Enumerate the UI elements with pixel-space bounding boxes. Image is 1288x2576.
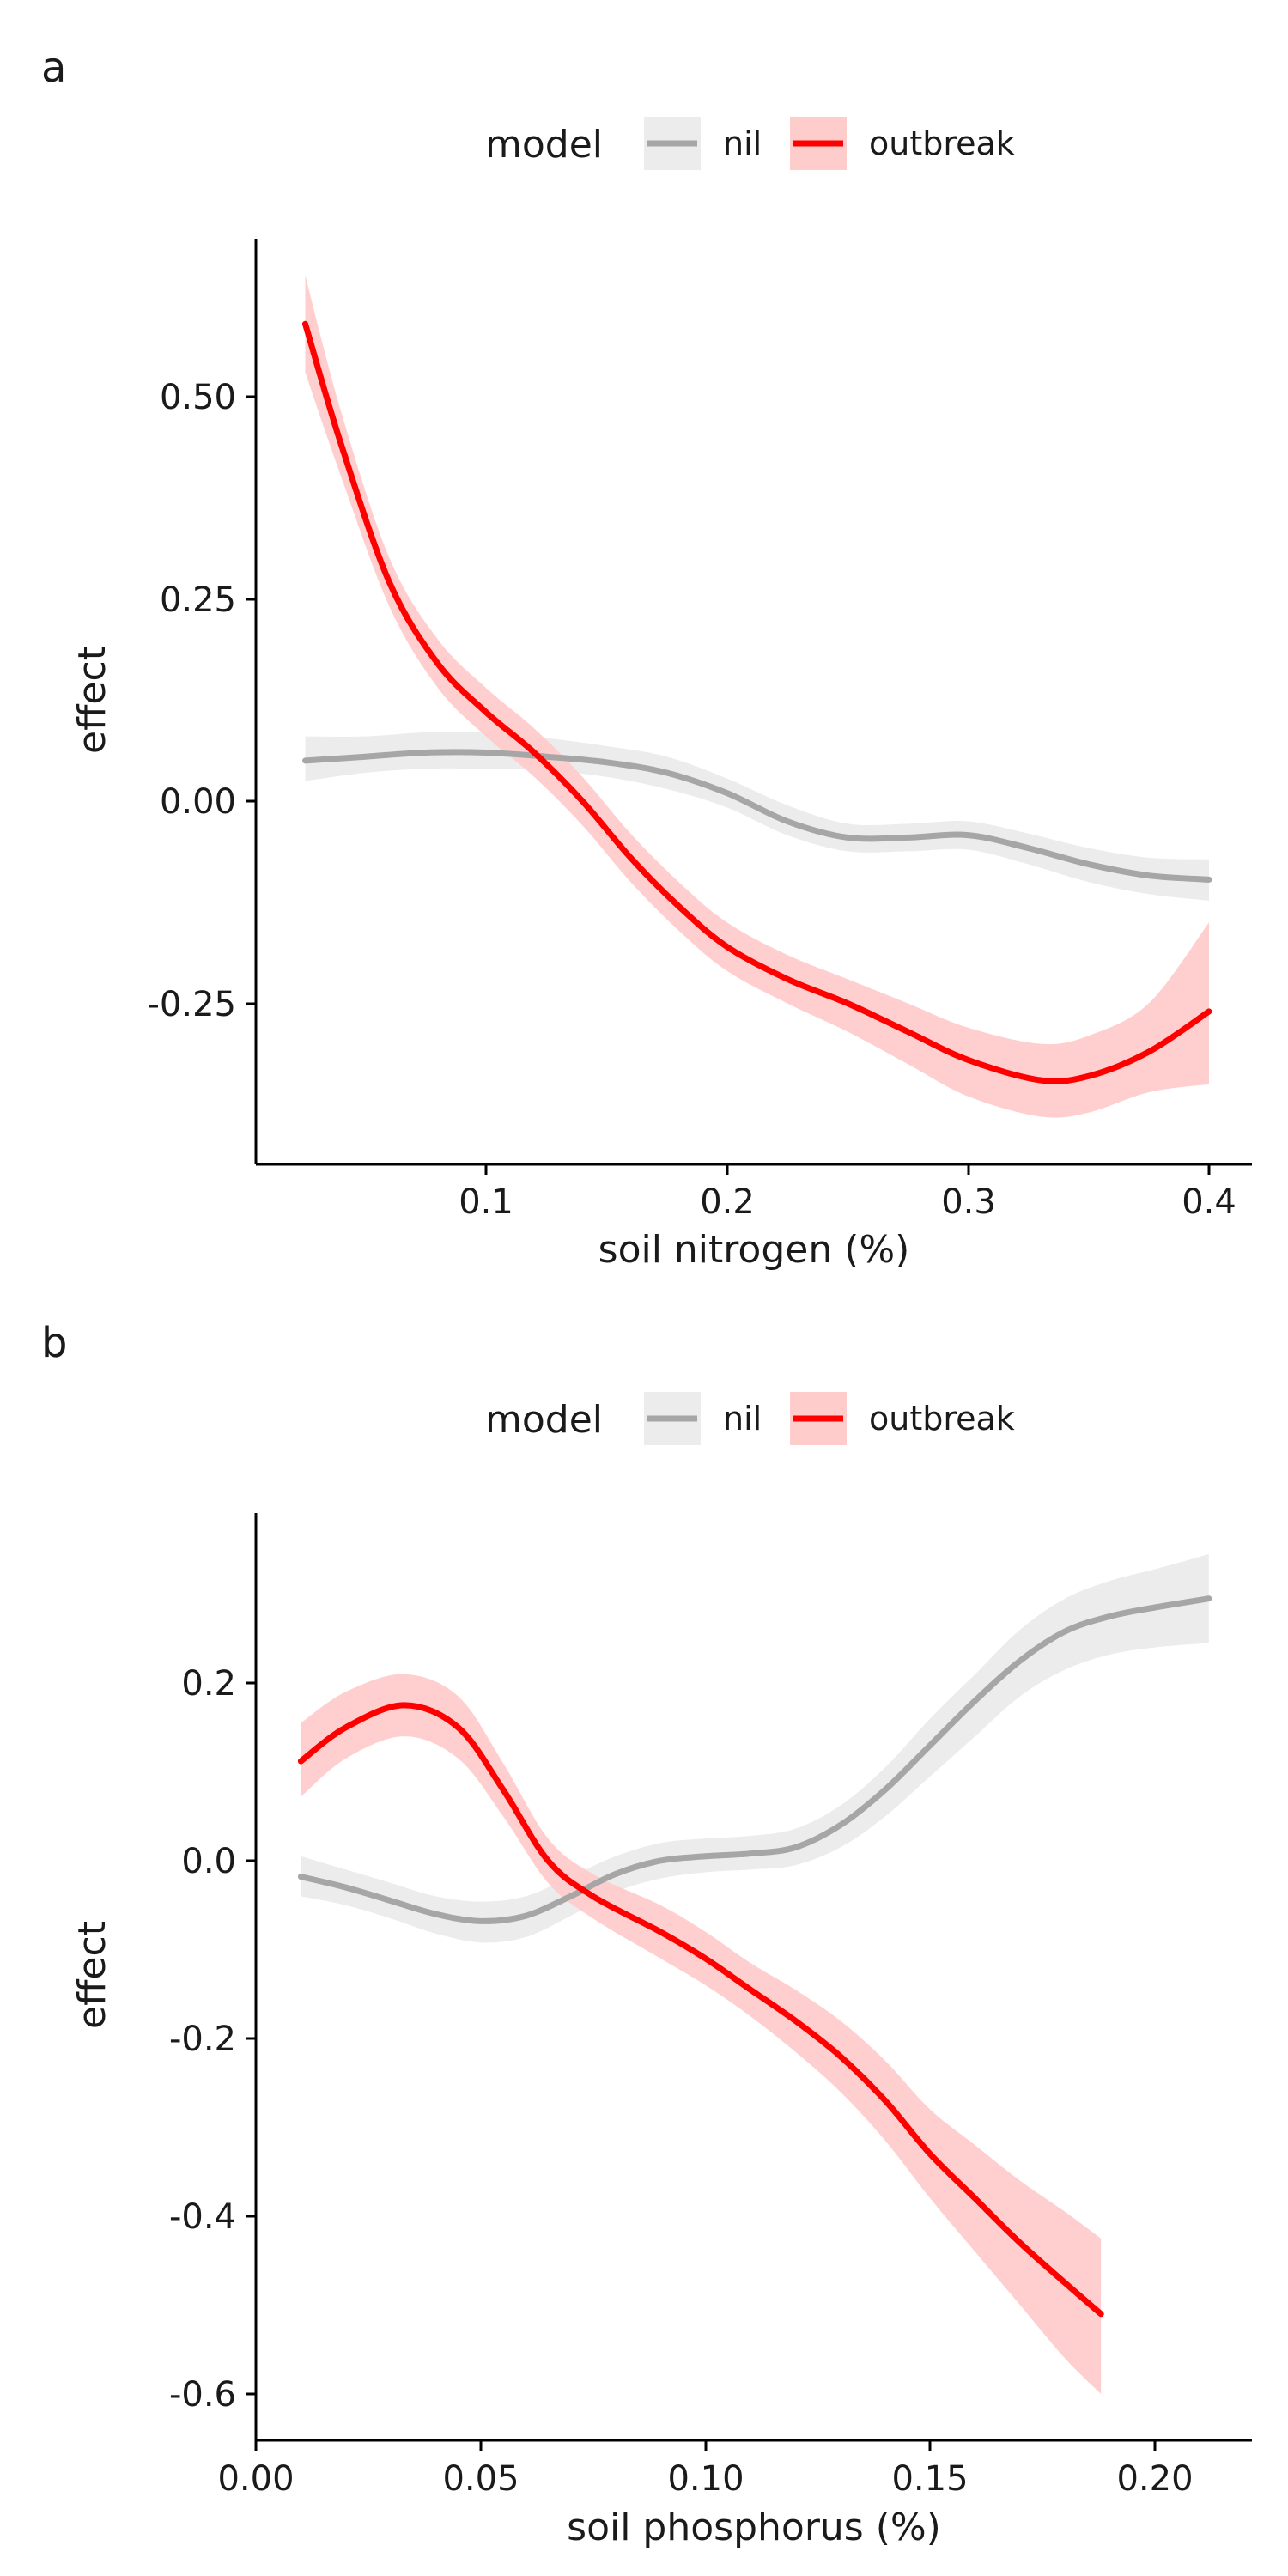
panel-a-band-outbreak <box>305 275 1209 1118</box>
panel-a-plot <box>302 275 1212 1118</box>
panel-b-axes: 0.2 0.0 -0.2 -0.4 -0.6 0.00 0.05 0.10 0.… <box>70 1513 1252 2549</box>
panel-a-y-tick-label-050: 0.50 <box>160 378 236 417</box>
panel-a-legend-label-nil: nil <box>723 125 762 162</box>
panel-b-line-outbreak <box>297 1702 1104 2318</box>
panel-b-x-tick-label-015: 0.15 <box>891 2459 968 2499</box>
panel-b-band-nil <box>301 1553 1209 1943</box>
panel-a-legend-label-outbreak: outbreak <box>869 125 1015 162</box>
panel-b-y-tick-label-m04: -0.4 <box>169 2197 236 2237</box>
panel-a-legend: model nil outbreak <box>485 117 1015 170</box>
panel-b-y-tick-label-m02: -0.2 <box>169 2020 236 2059</box>
panel-a-y-tick-label-m025: -0.25 <box>148 985 237 1024</box>
panel-b-x-axis-label: soil phosphorus (%) <box>567 2506 941 2549</box>
panel-b-x-tick-label-010: 0.10 <box>667 2459 744 2499</box>
panel-a-legend-title: model <box>485 123 603 167</box>
panel-a-y-tick-label-025: 0.25 <box>160 580 236 620</box>
panel-b-letter: b <box>41 1319 67 1367</box>
panel-b-legend-title: model <box>485 1398 603 1442</box>
panel-b-legend: model nil outbreak <box>485 1392 1015 1445</box>
panel-a-x-tick-label-01: 0.1 <box>459 1182 513 1222</box>
panel-a: a model nil outbreak 0.50 0.25 0.00 <box>41 44 1252 1272</box>
panel-a-x-tick-label-02: 0.2 <box>700 1182 755 1222</box>
panel-a-axes: 0.50 0.25 0.00 -0.25 0.1 0.2 0.3 0.4 soi… <box>70 239 1252 1272</box>
panel-a-letter: a <box>41 44 66 92</box>
panel-b-plot <box>297 1553 1212 2394</box>
panel-b-y-axis-label: effect <box>70 1921 114 2029</box>
panel-b-legend-label-outbreak: outbreak <box>869 1400 1015 1437</box>
panel-b-band-outbreak <box>301 1674 1102 2394</box>
panel-b-x-tick-label-020: 0.20 <box>1116 2459 1193 2499</box>
panel-b-x-tick-label-000: 0.00 <box>217 2459 294 2499</box>
panel-a-line-outbreak <box>302 320 1212 1084</box>
panel-b-y-tick-label-00: 0.0 <box>181 1842 236 1881</box>
panel-b-y-tick-label-m06: -0.6 <box>169 2375 236 2415</box>
panel-b: b model nil outbreak 0.2 0.0 - <box>41 1319 1252 2549</box>
panel-a-x-tick-label-03: 0.3 <box>941 1182 996 1222</box>
panel-a-x-tick-label-04: 0.4 <box>1182 1182 1236 1222</box>
panel-a-x-axis-label: soil nitrogen (%) <box>598 1228 910 1272</box>
panel-b-legend-label-nil: nil <box>723 1400 762 1437</box>
panel-b-line-nil <box>297 1595 1212 1924</box>
panel-a-line-nil <box>302 749 1212 883</box>
panel-a-band-nil <box>305 732 1209 901</box>
panel-a-y-tick-label-000: 0.00 <box>160 782 236 822</box>
panel-a-y-axis-label: effect <box>70 646 114 754</box>
panel-b-y-tick-label-02: 0.2 <box>181 1664 236 1704</box>
panel-b-x-tick-label-005: 0.05 <box>442 2459 519 2499</box>
